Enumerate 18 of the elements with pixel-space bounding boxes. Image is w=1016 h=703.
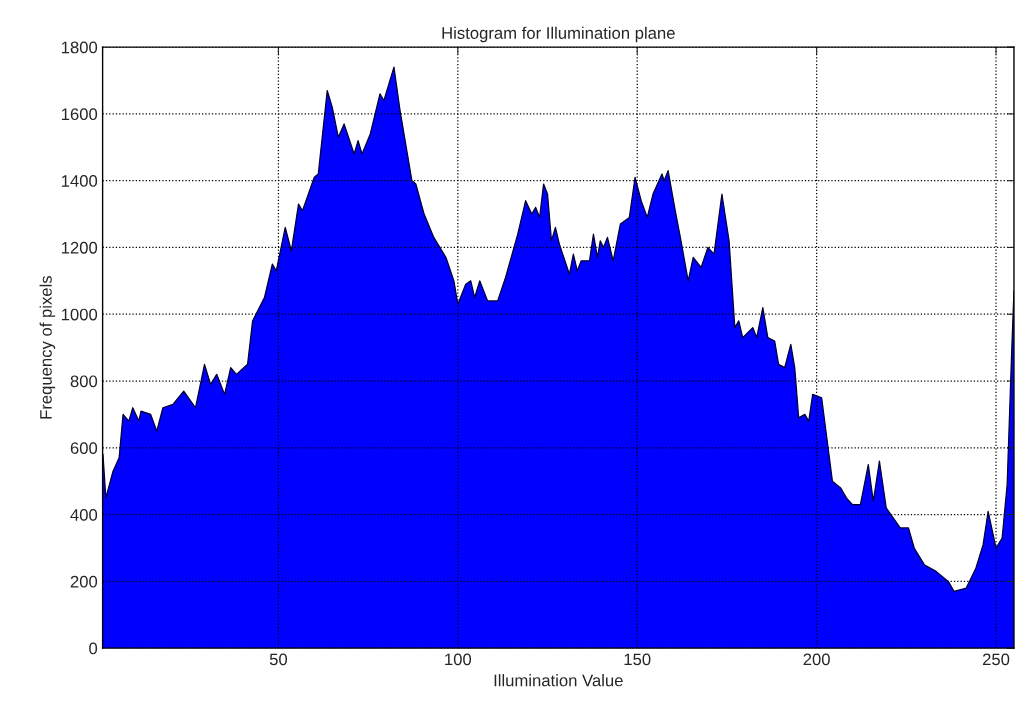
y-tick-label: 1000 [61, 308, 98, 321]
y-tick-label: 1800 [61, 41, 98, 54]
y-tick-label: 600 [70, 442, 98, 455]
y-tick-label: 1600 [61, 108, 98, 121]
y-tick-label: 800 [70, 375, 98, 388]
y-axis-title: Frequency of pixels [39, 275, 56, 419]
x-tick-label: 250 [982, 653, 1010, 666]
x-tick-label: 50 [269, 653, 288, 666]
x-tick-label: 100 [445, 653, 472, 666]
y-tick-label: 1400 [61, 175, 98, 187]
y-tick-label: 200 [70, 575, 98, 588]
chart-title: Histogram for Illumination plane [442, 26, 675, 43]
x-tick-label: 150 [624, 653, 651, 666]
x-axis-title: Illumination Value [494, 674, 623, 687]
y-tick-label: 0 [89, 642, 98, 655]
y-tick-label: 1200 [61, 241, 98, 254]
x-tick-label: 200 [803, 653, 830, 666]
y-tick-label: 400 [70, 509, 98, 521]
